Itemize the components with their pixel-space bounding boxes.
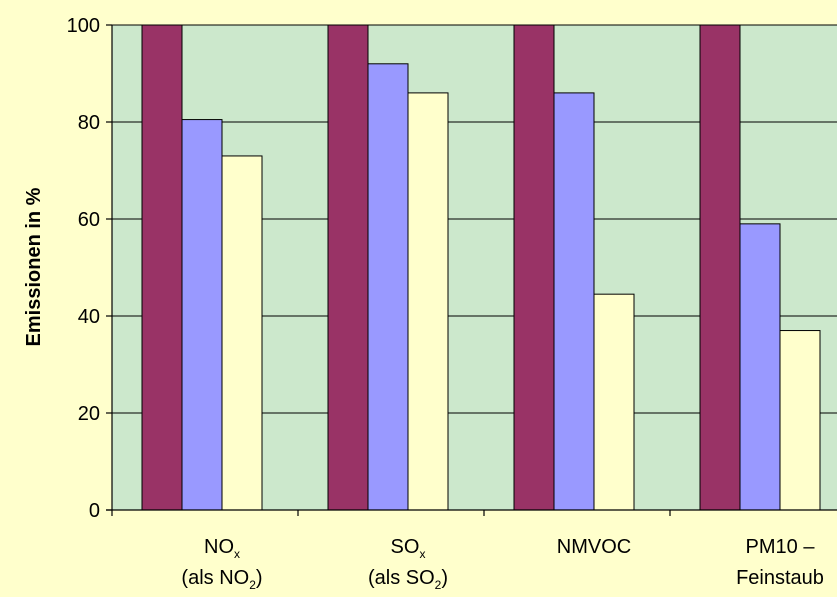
bar-cat1-series1 bbox=[367, 63, 409, 511]
bar-cat2-series1 bbox=[553, 92, 595, 511]
x-category-label-1-line0: SOx bbox=[391, 536, 426, 561]
bars bbox=[141, 24, 821, 511]
bar-cat3-series1 bbox=[739, 223, 781, 511]
bar-cat2-series0 bbox=[513, 24, 555, 511]
bar-cat1-series0 bbox=[327, 24, 369, 511]
x-category-label-0-line1: (als NO2) bbox=[181, 567, 262, 592]
bar-cat1-series2 bbox=[407, 92, 449, 511]
axes bbox=[106, 24, 837, 516]
x-category-labels: NOx (als NO2) SOx (als SO2) NMVOC PM10 – Feins… bbox=[181, 536, 824, 592]
y-axis-title: Emissionen in % bbox=[23, 187, 45, 346]
bar-cat3-series0 bbox=[699, 24, 741, 511]
y-tick-label-80: 80 bbox=[78, 112, 100, 134]
bar-cat0-series1 bbox=[181, 119, 223, 511]
x-category-label-0-line0: NOx bbox=[204, 536, 240, 561]
y-tick-label-20: 20 bbox=[78, 403, 100, 425]
y-tick-label-40: 40 bbox=[78, 306, 100, 328]
y-tick-label-0: 0 bbox=[89, 500, 100, 522]
bar-cat2-series2 bbox=[593, 293, 635, 511]
x-category-label-1-line1: (als SO2) bbox=[368, 567, 448, 592]
bar-cat3-series2 bbox=[779, 330, 821, 511]
x-category-label-3-line1: Feinstaub bbox=[736, 567, 824, 589]
bar-cat0-series2 bbox=[221, 155, 263, 511]
bar-cat0-series0 bbox=[141, 24, 183, 511]
y-tick-label-60: 60 bbox=[78, 209, 100, 231]
x-category-label-2-line0: NMVOC bbox=[557, 536, 631, 558]
y-tick-labels: 0 20 40 60 80 100 bbox=[67, 15, 100, 522]
x-category-label-3-line0: PM10 – bbox=[746, 536, 816, 558]
y-tick-label-100: 100 bbox=[67, 15, 100, 37]
